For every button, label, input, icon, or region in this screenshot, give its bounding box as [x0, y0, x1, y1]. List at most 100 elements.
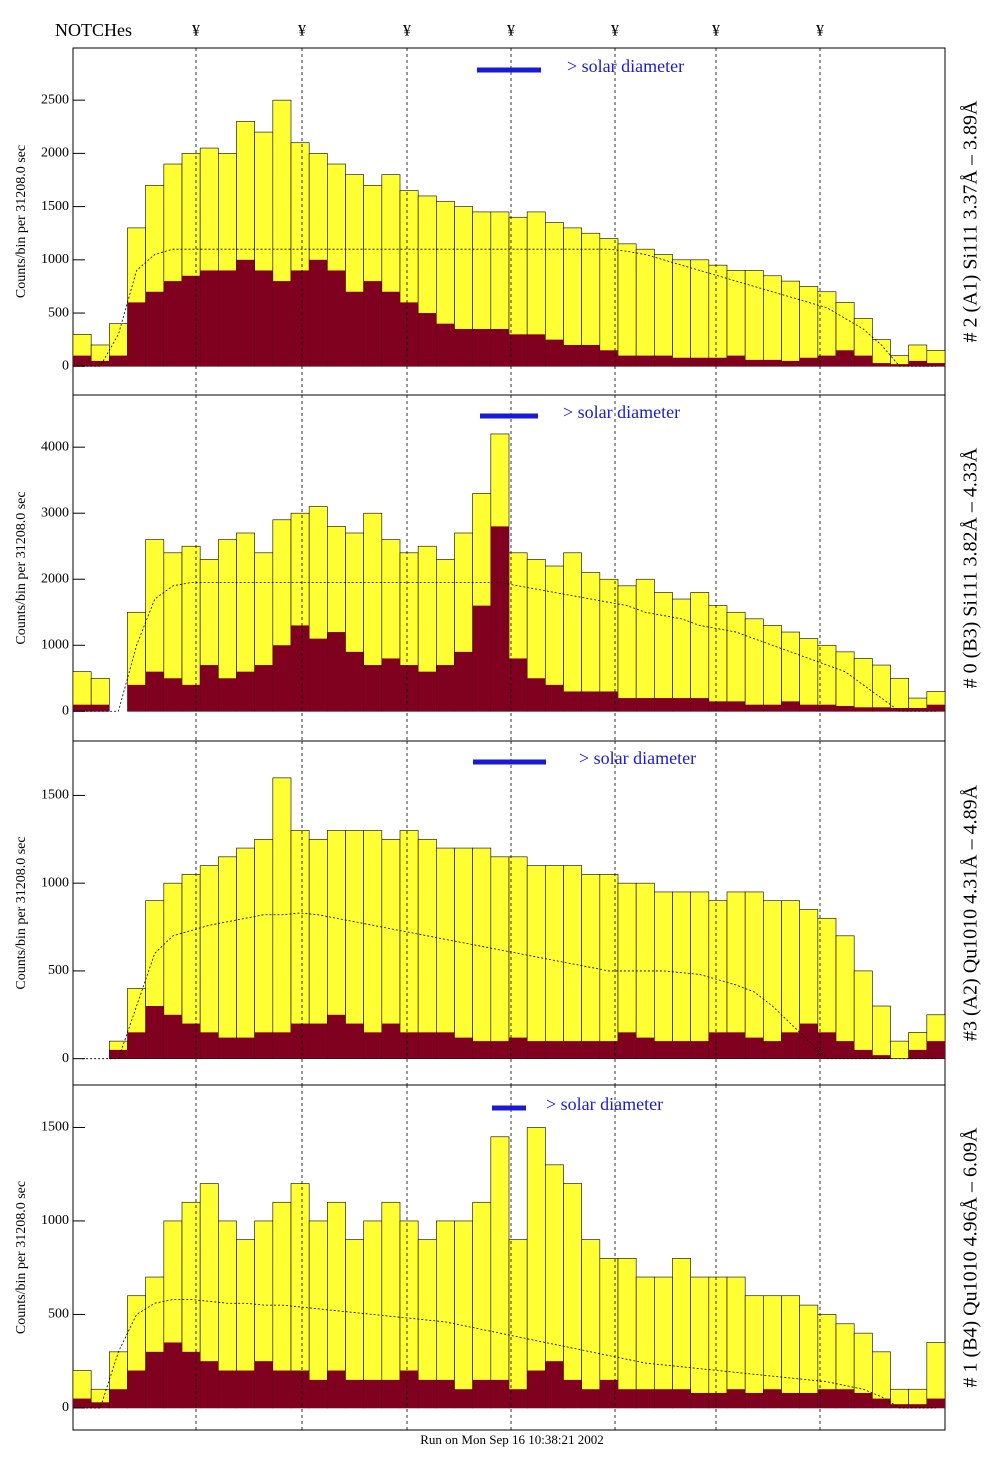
total-bar: [690, 891, 710, 1059]
component-bar: [890, 1404, 909, 1408]
component-bar: [908, 1049, 927, 1059]
component-bar: [418, 671, 437, 712]
total-bar: [672, 891, 691, 1059]
component-bar: [109, 1389, 128, 1408]
solar-diameter-label: > solar diameter: [567, 56, 684, 76]
component-bar: [345, 651, 364, 712]
total-bar: [726, 611, 746, 712]
component-bar: [854, 1392, 873, 1408]
total-bar: [835, 651, 855, 712]
component-bar: [381, 291, 400, 367]
y-axis-label: Counts/bin per 31208.0 sec: [14, 1181, 29, 1334]
fit-curve: [82, 912, 936, 1060]
component-bar: [200, 1032, 219, 1059]
component-bar: [708, 701, 727, 712]
total-bar: [472, 1201, 492, 1409]
total-bar: [690, 1276, 710, 1409]
total-bar: [654, 891, 673, 1059]
component-bar: [545, 1361, 564, 1408]
component-bar: [418, 313, 437, 367]
panel-label: # 2 (A1) Si111 3.37Å – 3.89Å: [960, 100, 982, 342]
component-bar: [599, 1379, 618, 1408]
total-bar: [635, 1276, 655, 1409]
y-tick-label: 1000: [41, 1213, 69, 1228]
total-bar: [454, 1220, 473, 1409]
component-bar: [690, 1392, 709, 1408]
total-bar: [872, 664, 891, 712]
total-bar: [781, 631, 800, 712]
component-bar: [236, 259, 255, 367]
component-bar: [109, 1049, 128, 1059]
component-bar: [817, 355, 836, 367]
total-bar: [417, 838, 437, 1059]
total-bar: [563, 1183, 582, 1409]
component-bar: [472, 605, 491, 712]
component-bar: [400, 302, 419, 367]
component-bar: [872, 1055, 891, 1059]
component-bar: [236, 671, 255, 712]
component-bar: [654, 698, 673, 712]
total-bar: [744, 891, 764, 1059]
notch-marker: ¥: [298, 23, 306, 40]
component-bar: [163, 281, 182, 367]
component-bar: [509, 1389, 528, 1408]
total-bar: [853, 970, 873, 1059]
component-bar: [272, 281, 291, 367]
component-bar: [745, 1392, 764, 1408]
component-bar: [182, 1351, 201, 1408]
component-bar: [400, 665, 419, 712]
component-bar: [727, 1389, 746, 1408]
component-bar: [236, 1370, 255, 1408]
component-bar: [890, 707, 909, 712]
component-bar: [363, 665, 382, 712]
component-bar: [254, 270, 273, 367]
component-bar: [636, 1037, 655, 1059]
component-bar: [581, 1041, 600, 1059]
y-tick-label: 0: [62, 1400, 69, 1415]
component-bar: [400, 1032, 419, 1059]
component-bar: [654, 355, 673, 367]
component-bar: [618, 1389, 637, 1408]
component-bar: [854, 355, 873, 367]
component-bar: [527, 334, 546, 367]
component-bar: [690, 698, 709, 712]
component-bar: [454, 1037, 473, 1059]
component-bar: [763, 1041, 782, 1059]
component-bar: [654, 1389, 673, 1408]
total-bar: [799, 638, 819, 712]
notch-marker: ¥: [611, 23, 619, 40]
notch-marker: ¥: [403, 23, 411, 40]
component-bar: [381, 1379, 400, 1408]
y-tick-label: 1000: [41, 252, 69, 267]
component-bar: [763, 359, 782, 367]
component-bar: [400, 1370, 419, 1408]
component-bar: [545, 1041, 564, 1059]
component-bar: [727, 1032, 746, 1059]
y-tick-label: 500: [48, 305, 69, 320]
component-bar: [73, 1398, 92, 1408]
component-bar: [163, 1014, 182, 1059]
component-bar: [854, 1049, 873, 1059]
total-bar: [726, 270, 746, 367]
component-bar: [363, 1379, 382, 1408]
component-bar: [908, 360, 927, 367]
component-bar: [454, 1389, 473, 1408]
footer: Run on Mon Sep 16 10:38:21 2002: [420, 1432, 603, 1447]
component-bar: [490, 329, 509, 367]
component-bar: [509, 658, 528, 712]
total-bar: [381, 1201, 401, 1409]
y-tick-label: 4000: [41, 439, 69, 454]
component-bar: [418, 1379, 437, 1408]
total-bar: [617, 1258, 637, 1409]
component-bar: [509, 334, 528, 367]
component-bar: [218, 270, 237, 367]
component-bar: [272, 1032, 291, 1059]
component-bar: [309, 259, 328, 367]
component-bar: [836, 1389, 855, 1408]
component-bar: [836, 706, 855, 712]
total-bar: [526, 1127, 546, 1409]
component-bar: [472, 1379, 491, 1408]
component-bar: [381, 1023, 400, 1059]
component-bar: [672, 1389, 691, 1408]
